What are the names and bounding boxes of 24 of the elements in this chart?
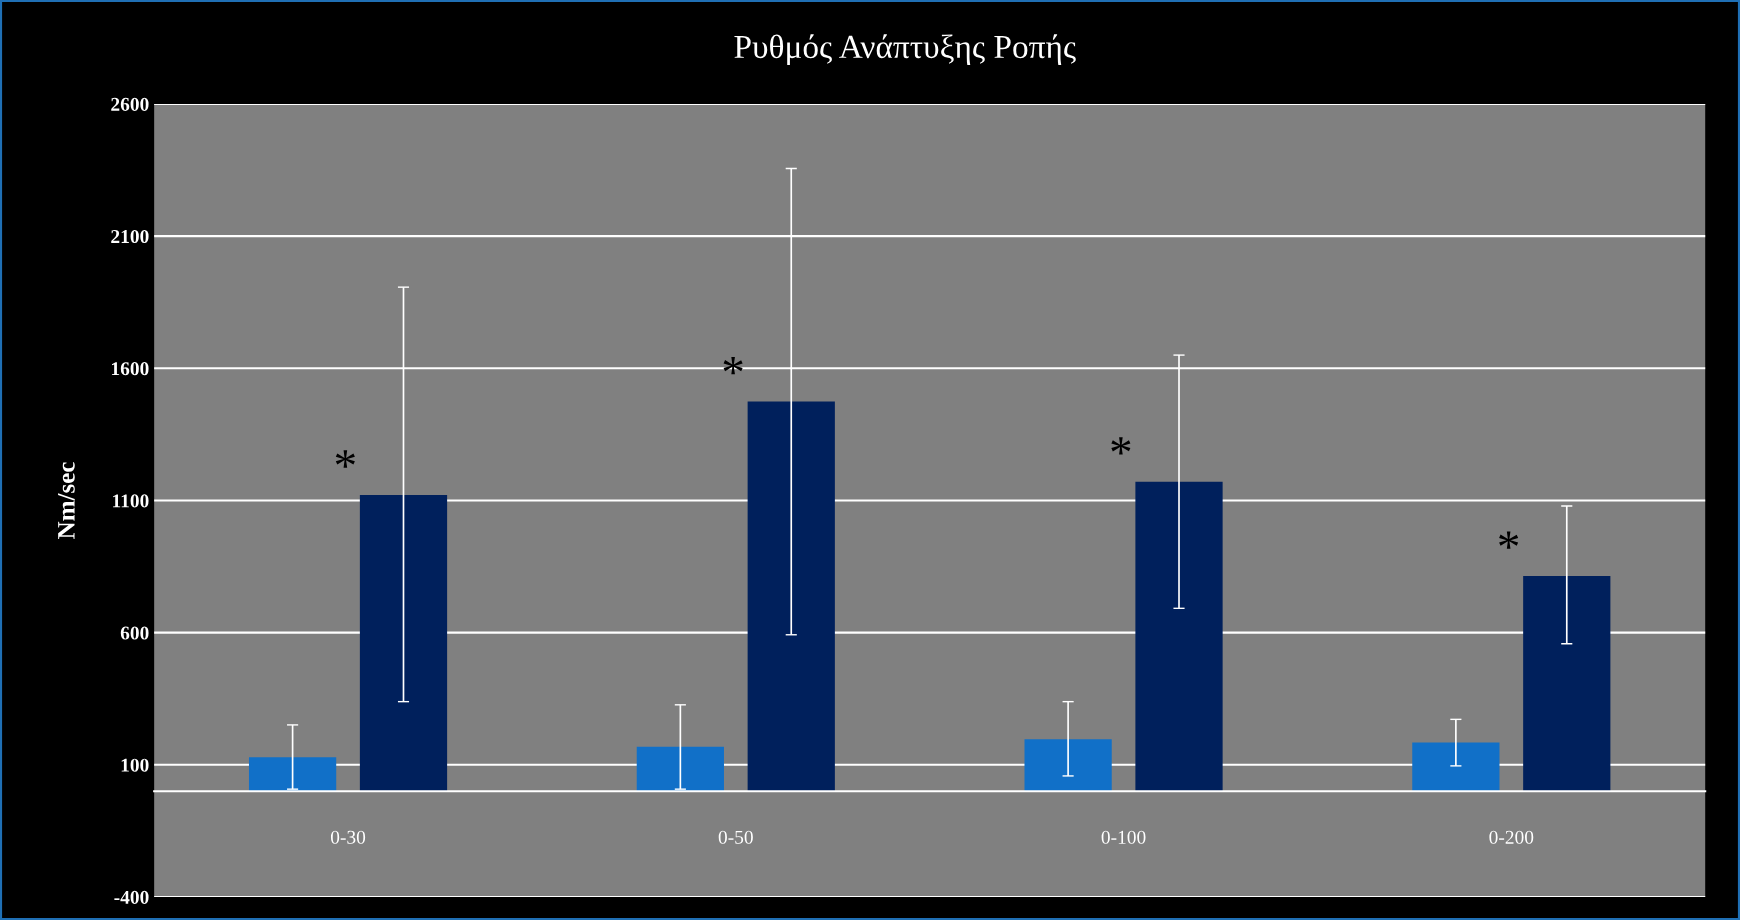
x-tick-label: 0-200: [1489, 830, 1534, 844]
x-tick-label: 0-30: [330, 830, 366, 844]
bar: [1135, 481, 1223, 792]
x-tick-label: 0-50: [718, 830, 753, 844]
bar: [1523, 576, 1611, 792]
annotation: *: [1111, 437, 1131, 455]
bar: [636, 746, 724, 792]
y-tick-label: 2600: [111, 97, 149, 111]
annotation: *: [335, 450, 355, 468]
y-tick-label: 600: [120, 626, 149, 640]
y-tick-label: -400: [114, 890, 149, 904]
y-tick-label: 1600: [111, 362, 149, 376]
annotation: *: [1499, 531, 1519, 549]
bar: [359, 494, 448, 792]
bar: [747, 401, 835, 792]
y-tick-label: 2100: [111, 229, 149, 244]
x-tick-label: 0-100: [1101, 830, 1146, 844]
bar: [1412, 742, 1500, 792]
y-tick-label: 1100: [113, 494, 149, 508]
bar: [248, 757, 337, 792]
chart-title: Ρυθμός Ανάπτυξης Ροπής: [734, 34, 1076, 65]
bar: [1024, 739, 1112, 792]
y-tick-label: 100: [121, 758, 149, 772]
y-axis-title: Nm/sec: [58, 462, 75, 539]
